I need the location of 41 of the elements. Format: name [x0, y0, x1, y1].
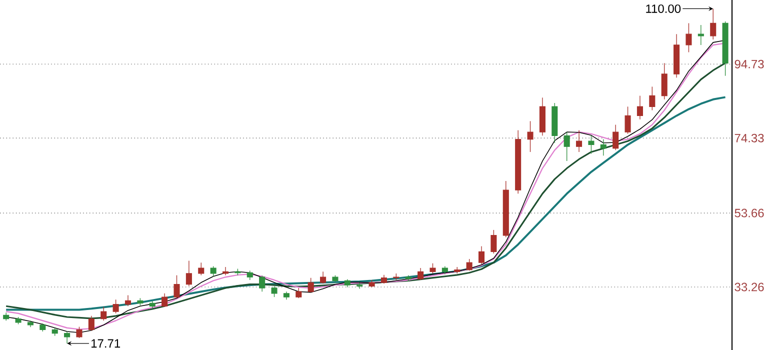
candlestick — [210, 266, 216, 277]
candlestick — [88, 316, 94, 332]
candlestick — [710, 8, 716, 40]
candlestick — [686, 22, 692, 53]
candlestick — [308, 277, 314, 293]
candlestick — [600, 138, 606, 156]
candlestick — [320, 271, 326, 284]
candlestick — [186, 260, 192, 286]
candlestick — [100, 306, 107, 321]
candlestick — [76, 326, 82, 338]
candlestick — [430, 262, 436, 274]
candlestick — [564, 132, 570, 162]
candlestick — [174, 274, 180, 298]
candlestick — [466, 258, 472, 271]
y-tick-label: 53.66 — [734, 208, 764, 218]
candlestick — [222, 266, 229, 276]
candlestick — [478, 246, 485, 264]
candlestick — [124, 294, 132, 306]
candlestick — [198, 262, 204, 276]
y-tick-label: 33.26 — [734, 282, 764, 292]
candlestick — [162, 293, 168, 308]
candlestick — [527, 120, 534, 152]
candlestick — [649, 86, 656, 111]
candlestick — [661, 62, 668, 100]
candlestick — [271, 286, 278, 298]
candlestick — [112, 299, 119, 314]
y-tick-label: 74.33 — [734, 134, 764, 142]
candlestick — [624, 106, 631, 134]
candlestick — [259, 275, 266, 292]
y-tick-label: 94.73 — [734, 60, 764, 68]
annotation: 17.71 — [92, 339, 120, 348]
candlestick — [418, 268, 424, 280]
candlestick — [246, 270, 253, 280]
annotation: 110.00 — [646, 4, 681, 13]
candlestick — [576, 130, 582, 152]
candlestick — [490, 230, 497, 254]
candlestick — [296, 288, 302, 298]
candlestick — [636, 95, 643, 120]
candlestick — [612, 124, 619, 150]
candlestick — [64, 331, 70, 344]
candlestick — [588, 135, 594, 154]
